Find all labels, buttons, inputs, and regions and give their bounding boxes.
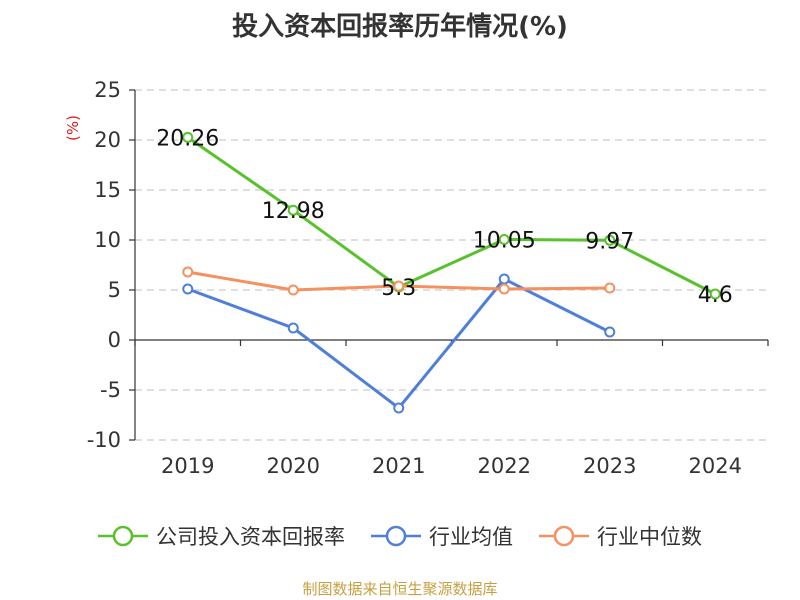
data-point [182,266,194,278]
legend-item: 行业中位数 [539,521,702,551]
y-tick-label: -5 [100,378,121,402]
data-point [498,273,510,285]
y-tick-label: 15 [94,178,121,202]
grid-layer [135,89,768,441]
data-label: 20.26 [156,126,219,151]
x-tick-label: 2021 [372,454,425,478]
data-point [393,402,405,414]
legend-swatch [98,525,148,547]
y-tick-label: 5 [108,278,121,302]
series-layer [182,131,721,414]
x-tick-label: 2022 [478,454,531,478]
data-point [287,284,299,296]
series-line-0 [186,136,716,296]
legend-label: 公司投入资本回报率 [156,525,345,549]
axis-layer: -10 -5 0 5 10 15 20 25 2019 2020 2021 2022 2023 2024 [87,78,769,478]
legend: 公司投入资本回报率 行业均值 行业中位数 [0,518,800,554]
x-tick-label: 2024 [689,454,742,478]
data-label: 12.98 [262,199,325,224]
x-tick-label: 2019 [161,454,214,478]
y-tick-label: -10 [87,428,121,452]
legend-label: 行业中位数 [597,525,702,549]
chart-title: 投入资本回报率历年情况(%) [232,12,568,42]
data-point [709,288,721,300]
y-tick-label: 25 [94,78,121,102]
data-point [182,131,194,143]
y-tick-label: 10 [94,228,121,252]
y-axis-label: (%) [64,115,82,141]
data-point [498,234,510,245]
data-point [393,280,405,292]
legend-label: 行业均值 [429,525,513,549]
legend-item: 公司投入资本回报率 [98,521,345,551]
data-point [498,283,510,295]
source-note: 制图数据来自恒生聚源数据库 [302,580,498,598]
x-tick-label: 2023 [583,454,636,478]
data-label: 10.05 [473,229,536,254]
data-label-layer: 20.26 12.98 5.3 10.05 9.97 4.6 [156,126,732,308]
data-label: 9.97 [585,229,634,254]
data-point [182,283,194,295]
data-point [287,204,299,216]
legend-swatch [539,525,589,547]
data-point [604,282,616,294]
data-point [604,326,616,338]
y-tick-label: 20 [94,128,121,152]
y-tick-label: 0 [108,328,121,352]
data-point [287,322,299,334]
x-tick-label: 2020 [267,454,320,478]
legend-item: 行业均值 [371,521,513,551]
data-label: 4.6 [698,283,733,308]
data-point [604,234,616,246]
legend-swatch [371,525,421,547]
data-label: 5.3 [381,276,416,301]
